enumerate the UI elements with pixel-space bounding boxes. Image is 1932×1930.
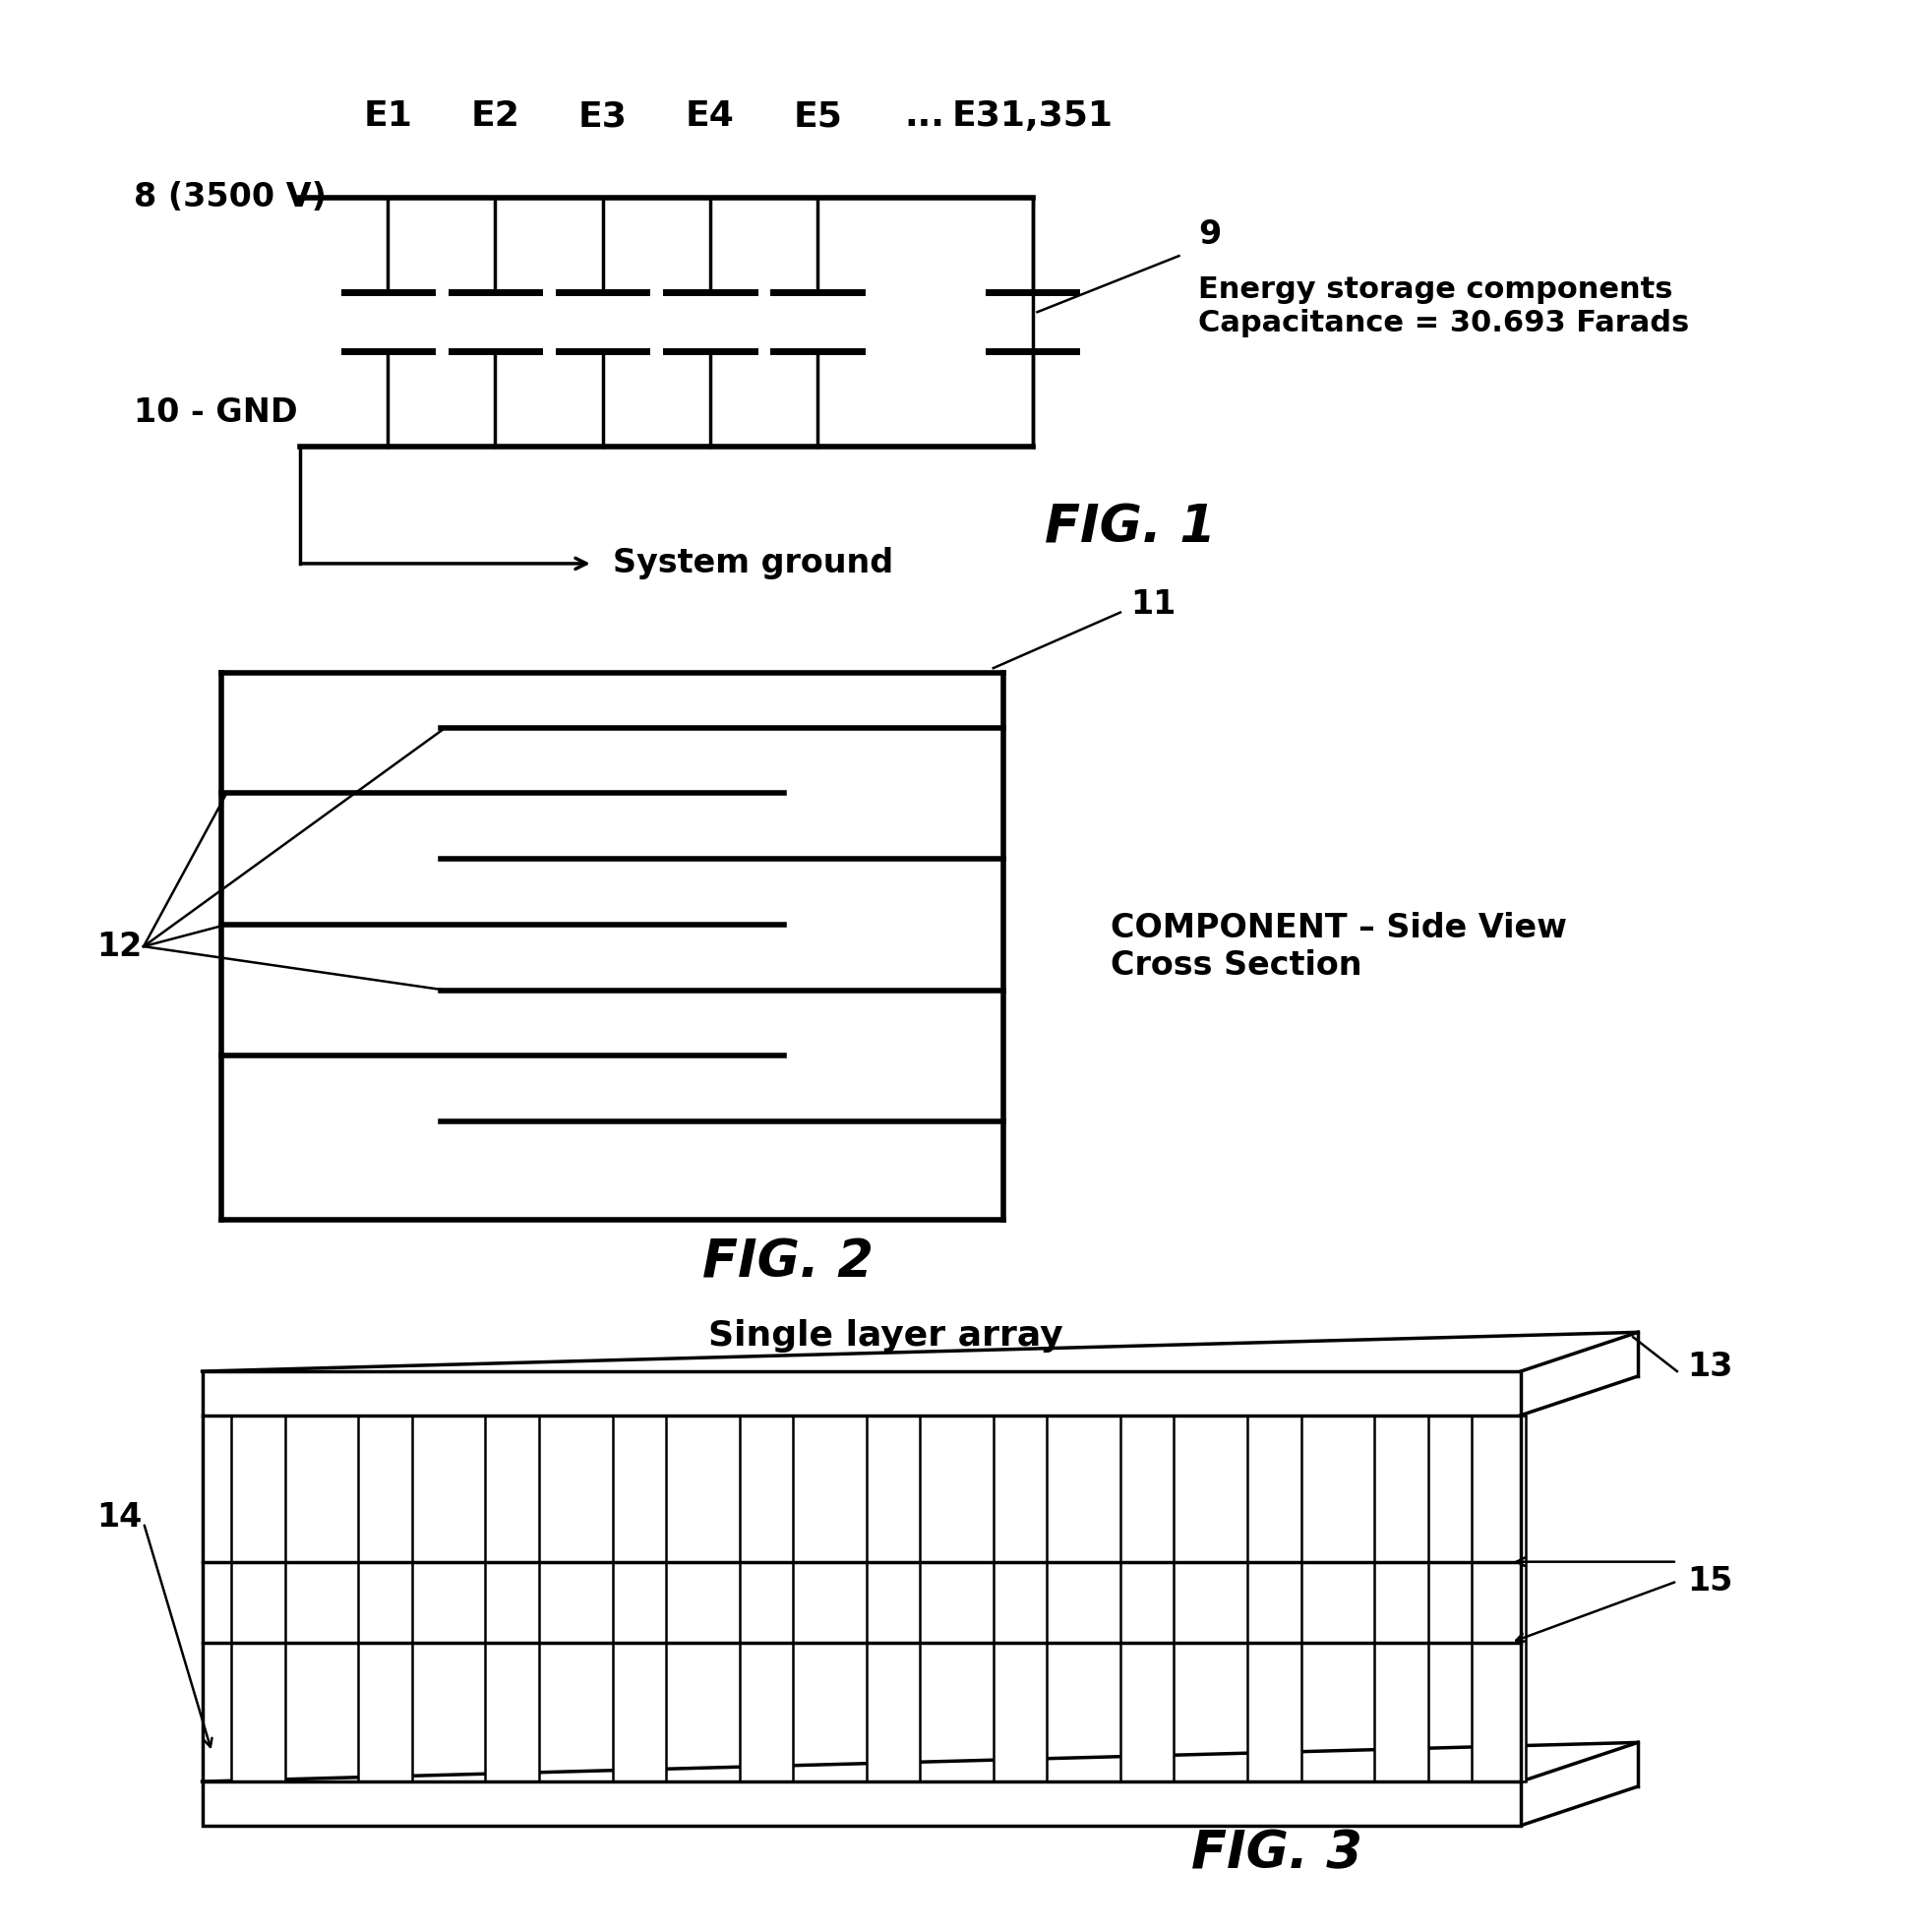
Text: FIG. 3: FIG. 3	[1190, 1828, 1362, 1880]
Text: 15: 15	[1687, 1565, 1731, 1598]
Text: System ground: System ground	[612, 548, 893, 579]
Text: FIG. 1: FIG. 1	[1043, 502, 1215, 554]
Text: E5: E5	[792, 100, 842, 133]
Text: E1: E1	[363, 100, 412, 133]
Bar	[740, 1415, 792, 1781]
Text: 10 - GND: 10 - GND	[133, 396, 298, 428]
Text: 11: 11	[1130, 589, 1175, 621]
Text: Single layer array: Single layer array	[709, 1320, 1063, 1353]
Text: 14: 14	[97, 1502, 141, 1534]
Bar	[993, 1415, 1047, 1781]
Text: 12: 12	[97, 930, 141, 963]
Text: E31,351: E31,351	[951, 100, 1113, 133]
Bar	[203, 1781, 1520, 1826]
Bar	[232, 1415, 286, 1781]
Bar	[1246, 1415, 1300, 1781]
Bar	[612, 1415, 667, 1781]
Text: E2: E2	[471, 100, 520, 133]
Bar	[1470, 1415, 1524, 1781]
Bar	[1121, 1415, 1173, 1781]
Text: E4: E4	[686, 100, 734, 133]
Bar	[1374, 1415, 1428, 1781]
Text: E3: E3	[578, 100, 626, 133]
Bar	[866, 1415, 920, 1781]
Text: 13: 13	[1687, 1351, 1731, 1382]
Bar	[485, 1415, 539, 1781]
Text: COMPONENT – Side View
Cross Section: COMPONENT – Side View Cross Section	[1111, 911, 1567, 982]
Text: FIG. 2: FIG. 2	[703, 1237, 873, 1289]
Text: 9: 9	[1198, 218, 1221, 251]
Text: Energy storage components
Capacitance = 30.693 Farads: Energy storage components Capacitance = …	[1198, 276, 1689, 338]
Text: 8 (3500 V): 8 (3500 V)	[133, 181, 327, 214]
Text: ...: ...	[904, 100, 945, 133]
Bar	[203, 1372, 1520, 1415]
Bar	[357, 1415, 412, 1781]
